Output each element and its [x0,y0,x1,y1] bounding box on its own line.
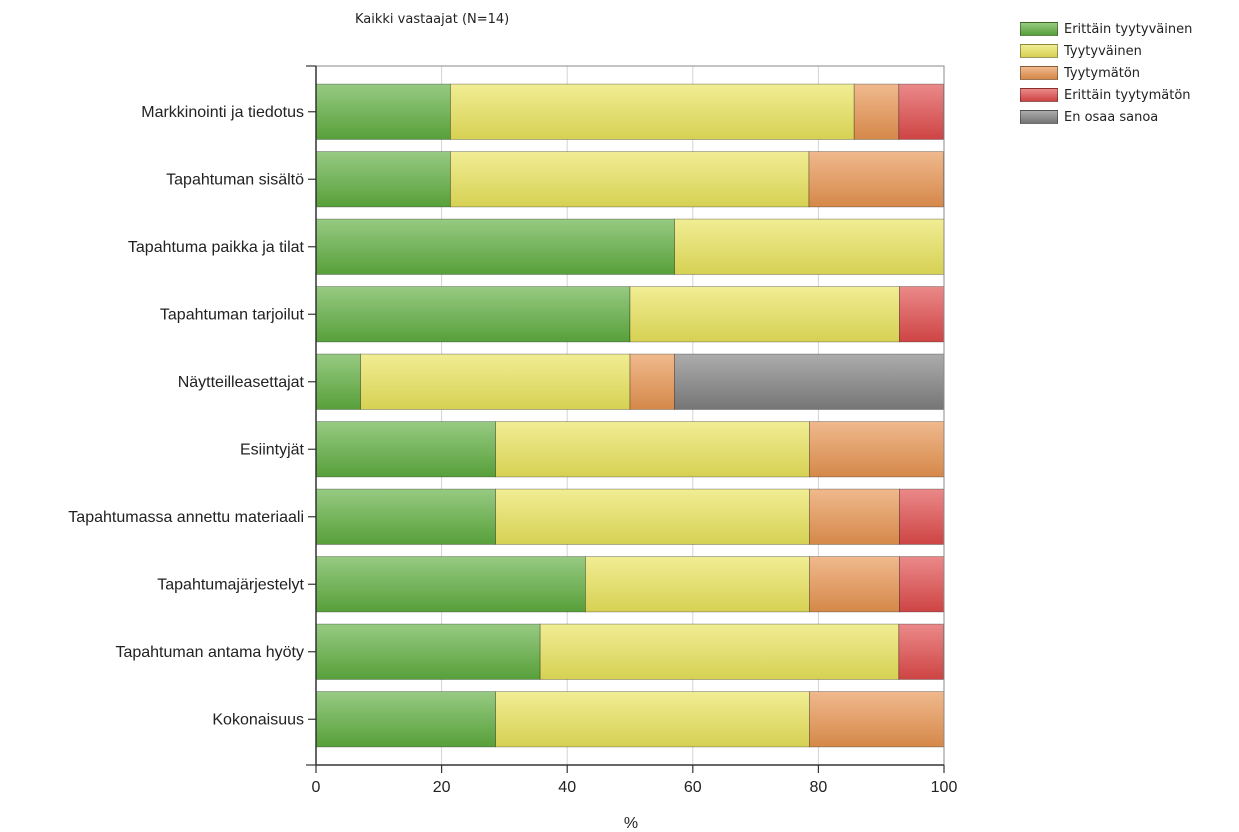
bar-segment [315,83,451,140]
bar-segment [315,421,497,478]
chart-legend: Erittäin tyytyväinen Tyytyväinen Tyytymätö… [1020,18,1192,128]
legend-item: Tyytymätön [1020,62,1192,84]
legend-item: Erittäin tyytyväinen [1020,18,1192,40]
category-label: Tapahtuman sisältö [166,171,304,188]
category-label: Esiintyjät [240,441,305,458]
legend-label: Tyytymätön [1064,65,1141,81]
bar-segment [315,286,631,343]
legend-item: Erittäin tyytymätön [1020,84,1192,106]
category-label: Tapahtuma paikka ja tilat [128,239,305,256]
bar-segment [585,556,811,613]
x-tick-label: 20 [433,779,451,796]
bar-segment [898,623,944,680]
legend-swatch [1020,88,1058,102]
bar-segment [315,691,497,748]
bar-segment [898,83,944,140]
bar-segment [449,151,810,208]
legend-item: Tyytyväinen [1020,40,1192,62]
bar-segment [899,488,945,545]
bar-segment [899,556,945,613]
bar-segment [674,353,945,410]
category-label: Tapahtumassa annettu materiaali [68,509,304,526]
chart-title: Kaikki vastaajat (N=14) [355,12,510,27]
bar-segment [315,353,361,410]
category-label: Tapahtuman antama hyöty [115,644,304,661]
bar-segment [899,286,945,343]
bar-segment [315,151,451,208]
legend-item: En osaa sanoa [1020,106,1192,128]
legend-swatch [1020,66,1058,80]
bar-segment [809,488,900,545]
bar-segment [495,691,811,748]
category-label: Markkinointi ja tiedotus [141,104,304,121]
legend-label: Erittäin tyytymätön [1064,87,1191,103]
legend-swatch [1020,110,1058,124]
x-tick-label: 0 [312,779,321,796]
x-tick-label: 40 [558,779,576,796]
bar-segment [809,556,900,613]
category-label: Kokonaisuus [212,711,304,728]
bar-segment [360,353,631,410]
x-tick-label: 60 [684,779,702,796]
legend-label: Erittäin tyytyväinen [1064,21,1193,37]
bar-segment [495,488,811,545]
legend-label: En osaa sanoa [1064,109,1159,125]
bar-segment [315,218,675,275]
bar-segment [808,151,944,208]
bar-segment [315,556,586,613]
bar-segment [315,623,541,680]
x-tick-label: 100 [931,779,958,796]
bar-layer [315,83,945,748]
axis-layer: Markkinointi ja tiedotus Tapahtuman sisäl… [68,65,958,832]
category-label: Tapahtumajärjestelyt [157,576,304,593]
bar-segment [674,218,945,275]
legend-swatch [1020,44,1058,58]
bar-segment [315,488,497,545]
category-label: Tapahtuman tarjoilut [160,306,305,323]
bar-segment [539,623,900,680]
bar-segment [853,83,900,140]
x-axis-title: % [624,815,638,832]
bar-segment [495,421,811,478]
bar-segment [449,83,855,140]
legend-label: Tyytyväinen [1064,43,1142,59]
category-label: Näytteilleasettajat [178,374,305,391]
bar-segment [809,691,945,748]
bar-segment [809,421,945,478]
bar-segment [629,286,900,343]
x-tick-label: 80 [810,779,828,796]
legend-swatch [1020,22,1058,36]
bar-segment [629,353,675,410]
